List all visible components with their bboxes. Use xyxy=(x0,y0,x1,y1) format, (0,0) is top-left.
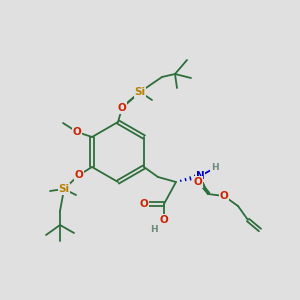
Text: O: O xyxy=(73,127,81,137)
Text: N: N xyxy=(196,171,204,181)
Text: H: H xyxy=(211,164,219,172)
Text: Si: Si xyxy=(58,184,70,194)
Text: O: O xyxy=(160,215,168,225)
Text: O: O xyxy=(75,170,83,180)
Text: O: O xyxy=(118,103,126,113)
Text: Si: Si xyxy=(134,87,146,97)
Text: H: H xyxy=(150,226,158,235)
Text: O: O xyxy=(140,199,148,209)
Text: O: O xyxy=(220,191,228,201)
Text: O: O xyxy=(194,177,202,187)
